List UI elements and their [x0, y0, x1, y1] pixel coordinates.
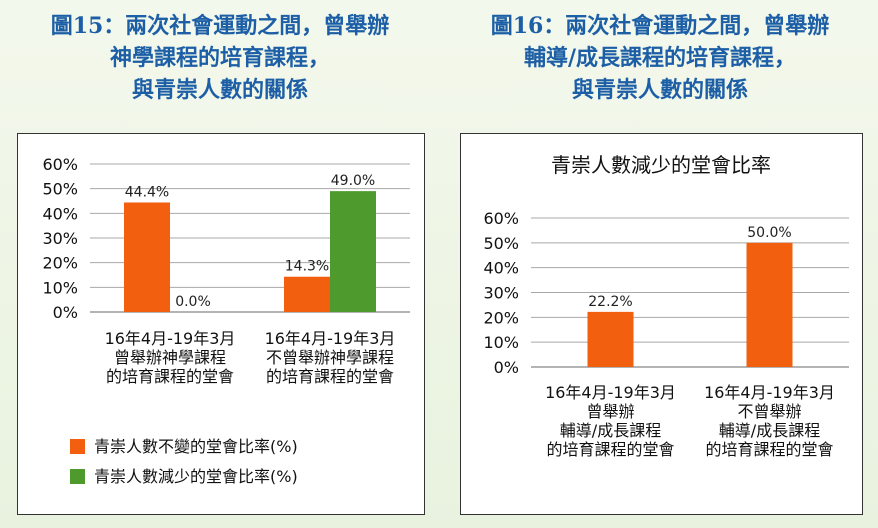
figure15-title-line: 與青崇人數的關係 — [131, 77, 308, 103]
legend-label: 青崇人數減少的堂會比率(%) — [94, 467, 298, 486]
legend-label: 青崇人數不變的堂會比率(%) — [94, 437, 298, 456]
y-tick-label: 30% — [483, 284, 519, 303]
figure16-bar-chart: 0% 10% 20% 30% 40% 50% 60% 青崇人數減少的堂會比率 22.2% 16年4… — [483, 153, 849, 459]
y-tick-label: 30% — [42, 229, 78, 248]
data-label: 49.0% — [331, 173, 375, 189]
y-tick-label: 50% — [483, 234, 519, 253]
data-label: 22.2% — [588, 294, 632, 310]
x-category-label: 16年4月-19年3月 — [265, 329, 396, 348]
y-tick-label: 10% — [483, 333, 519, 352]
x-category-label: 的培育課程的堂會 — [106, 367, 234, 386]
y-tick-label: 40% — [483, 259, 519, 278]
y-tick-label: 0% — [494, 358, 519, 377]
figure15-bar-chart: 0% 10% 20% 30% 40% 50% 60% 44.4% 0.0% 16年4月-19年3月… — [42, 155, 410, 486]
chart-title: 青崇人數減少的堂會比率 — [551, 153, 771, 177]
data-label: 50.0% — [747, 225, 791, 241]
legend-swatch — [70, 439, 85, 454]
data-label: 14.3% — [285, 259, 329, 275]
figure16-title-line: 輔導/成長課程的培育課程， — [523, 45, 797, 71]
x-category-label: 輔導/成長課程 — [719, 421, 820, 440]
figure15-chart-panel: 0% 10% 20% 30% 40% 50% 60% 44.4% 0.0% 16年4月-19年3月… — [17, 133, 425, 515]
y-tick-label: 20% — [42, 254, 78, 273]
legend-swatch — [70, 469, 85, 484]
y-tick-label: 60% — [483, 209, 519, 228]
figure16-chart-panel: 0% 10% 20% 30% 40% 50% 60% 青崇人數減少的堂會比率 22.2% 16年4… — [460, 133, 863, 515]
x-category-label: 的培育課程的堂會 — [266, 367, 394, 386]
y-tick-label: 40% — [42, 204, 78, 223]
figure15-title-line: 圖15：兩次社會運動之間，曾舉辦 — [50, 13, 390, 39]
y-tick-label: 10% — [42, 278, 78, 297]
bar — [330, 191, 376, 312]
data-label: 44.4% — [125, 184, 169, 200]
bar — [587, 311, 634, 367]
figure15-title: 圖15：兩次社會運動之間，曾舉辦 神學課程的培育課程， 與青崇人數的關係 — [20, 10, 420, 106]
figure16-title-line: 與青崇人數的關係 — [571, 77, 748, 103]
bar — [746, 242, 793, 367]
figure16-title: 圖16：兩次社會運動之間，曾舉辦 輔導/成長課程的培育課程， 與青崇人數的關係 — [460, 10, 860, 106]
x-category-label: 不曾舉辦 — [737, 402, 801, 421]
bar — [284, 276, 330, 312]
y-tick-label: 20% — [483, 308, 519, 327]
bar — [124, 202, 170, 312]
x-category-label: 的培育課程的堂會 — [546, 440, 674, 459]
x-category-label: 不曾舉辦神學課程 — [266, 348, 394, 367]
x-category-label: 的培育課程的堂會 — [705, 440, 833, 459]
figure16-title-line: 圖16：兩次社會運動之間，曾舉辦 — [490, 13, 830, 39]
x-category-label: 16年4月-19年3月 — [545, 383, 676, 402]
data-label: 0.0% — [175, 294, 211, 310]
x-category-label: 16年4月-19年3月 — [105, 329, 236, 348]
y-tick-label: 50% — [42, 180, 78, 199]
x-category-label: 16年4月-19年3月 — [704, 383, 835, 402]
y-tick-label: 60% — [42, 155, 78, 174]
x-category-label: 輔導/成長課程 — [560, 421, 661, 440]
x-category-label: 曾舉辦神學課程 — [114, 348, 226, 367]
figure15-title-line: 神學課程的培育課程， — [109, 45, 330, 71]
y-tick-label: 0% — [53, 303, 78, 322]
x-category-label: 曾舉辦 — [586, 402, 634, 421]
